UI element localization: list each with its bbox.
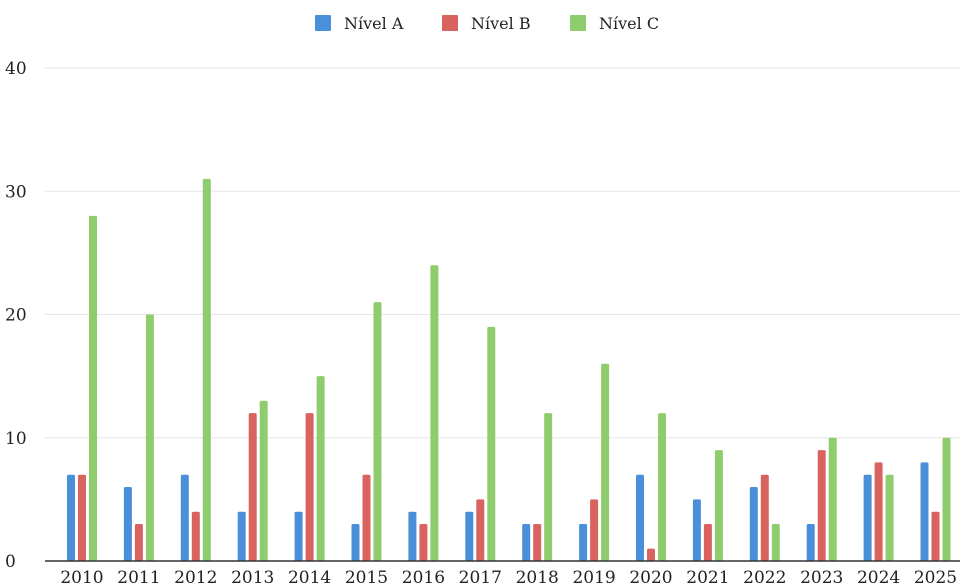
legend-swatch [315, 15, 331, 31]
bar-nível-b-2023 [817, 450, 826, 561]
bar-nível-c-2016 [430, 265, 439, 561]
bar-nível-c-2010 [89, 215, 97, 561]
x-tick-label: 2019 [572, 568, 615, 588]
x-tick-label: 2014 [288, 568, 331, 588]
bar-nível-a-2018 [522, 524, 531, 561]
bar-nível-b-2018 [533, 524, 542, 561]
bar-nível-b-2020 [647, 548, 655, 561]
bar-nível-c-2018 [544, 413, 553, 561]
bar-nível-a-2020 [636, 474, 644, 561]
bar-nível-a-2021 [692, 499, 701, 561]
x-tick-label: 2021 [686, 568, 729, 588]
bar-nível-a-2016 [408, 511, 417, 561]
bar-nível-a-2014 [294, 511, 303, 561]
bar-nível-a-2012 [180, 474, 189, 561]
x-tick-label: 2016 [402, 568, 445, 588]
bar-nível-b-2015 [362, 474, 371, 561]
bar-nível-c-2021 [714, 450, 723, 561]
bar-nível-c-2015 [373, 302, 382, 561]
legend-label: Nível B [471, 14, 531, 33]
bar-nível-b-2010 [78, 474, 86, 561]
bar-nível-b-2024 [874, 462, 883, 561]
bar-nível-a-2015 [351, 524, 360, 561]
y-axis: 0 10 20 30 40 [5, 59, 27, 572]
bar-nível-a-2017 [465, 511, 474, 561]
y-tick-label: 0 [5, 552, 16, 572]
bar-nível-b-2025 [931, 511, 940, 561]
bar-nível-b-2021 [703, 524, 712, 561]
bar-nível-a-2024 [863, 474, 872, 561]
x-tick-label: 2011 [117, 568, 160, 588]
x-tick-label: 2015 [345, 568, 388, 588]
legend: Nível A Nível B Nível C [315, 14, 659, 33]
bar-nível-b-2017 [476, 499, 485, 561]
legend-label: Nível C [599, 14, 659, 33]
bar-nível-a-2025 [920, 462, 929, 561]
bar-nível-c-2024 [885, 474, 894, 561]
bar-nível-b-2013 [248, 413, 257, 561]
x-tick-label: 2024 [857, 568, 900, 588]
bar-nível-b-2012 [191, 511, 200, 561]
x-tick-label: 2022 [743, 568, 786, 588]
x-tick-label: 2012 [174, 568, 217, 588]
y-tick-label: 10 [5, 429, 27, 449]
grid [45, 67, 960, 439]
bar-nível-a-2022 [749, 487, 758, 561]
legend-swatch [442, 15, 458, 31]
bar-nível-c-2014 [316, 376, 325, 561]
y-tick-label: 30 [5, 182, 27, 202]
bar-nível-c-2023 [828, 437, 837, 561]
legend-swatch [570, 15, 586, 31]
bars [67, 178, 951, 562]
bar-nível-c-2013 [259, 400, 268, 561]
bar-nível-b-2019 [590, 499, 599, 561]
bar-nível-c-2011 [145, 314, 154, 561]
bar-nível-b-2014 [305, 413, 314, 561]
bar-nível-c-2022 [771, 524, 780, 561]
bar-nível-c-2025 [942, 437, 951, 561]
bar-nível-a-2013 [237, 511, 246, 561]
bar-nível-b-2016 [419, 524, 428, 561]
bar-nível-a-2023 [806, 524, 815, 561]
bar-nível-b-2011 [134, 524, 143, 561]
bar-nível-a-2010 [67, 474, 75, 561]
x-tick-label: 2017 [459, 568, 502, 588]
bar-nível-c-2017 [487, 326, 496, 561]
x-tick-label: 2025 [914, 568, 957, 588]
bar-nível-a-2011 [123, 487, 132, 561]
bar-nível-c-2012 [202, 178, 211, 562]
y-tick-label: 20 [5, 306, 27, 326]
x-tick-label: 2018 [516, 568, 559, 588]
x-tick-label: 2023 [800, 568, 843, 588]
bar-nível-a-2019 [579, 524, 588, 561]
bar-nível-c-2020 [658, 413, 666, 561]
legend-label: Nível A [344, 14, 404, 33]
y-tick-label: 40 [5, 59, 27, 79]
bar-nível-b-2022 [760, 474, 769, 561]
bar-nível-c-2019 [601, 363, 610, 561]
x-tick-label: 2010 [60, 568, 103, 588]
x-tick-label: 2020 [629, 568, 672, 588]
x-axis: 2010 2011 2012 2013 2014 2015 2016 2017 2018 2019… [60, 568, 957, 588]
x-tick-label: 2013 [231, 568, 274, 588]
